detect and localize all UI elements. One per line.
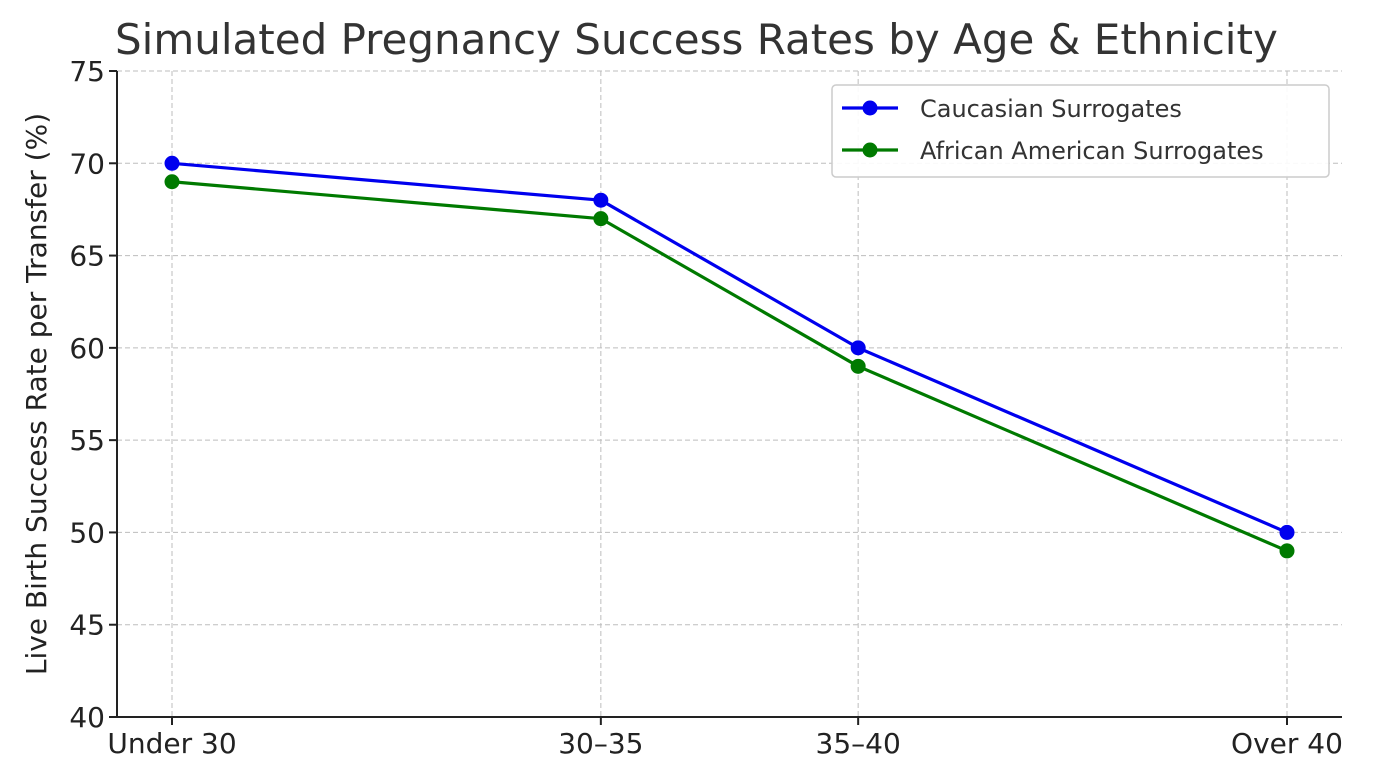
axes-layer bbox=[116, 71, 1342, 718]
series-layer bbox=[164, 155, 1295, 559]
series-2-point bbox=[593, 211, 609, 227]
x-tick-label: Under 30 bbox=[107, 727, 236, 760]
y-tick-label: 65 bbox=[69, 240, 105, 273]
x-tick-label: 35–40 bbox=[816, 727, 901, 760]
y-tick-label: 40 bbox=[69, 701, 105, 734]
grid-layer bbox=[117, 70, 1342, 718]
x-tick-label: 30–35 bbox=[558, 727, 643, 760]
series-1-point bbox=[164, 155, 180, 171]
x-tick-label: Over 40 bbox=[1231, 727, 1343, 760]
legend-swatch-marker-2 bbox=[862, 142, 878, 158]
y-tick-label: 60 bbox=[69, 332, 105, 365]
series-1-point bbox=[593, 192, 609, 208]
series-2-point bbox=[164, 174, 180, 190]
y-tick-label: 50 bbox=[69, 516, 105, 549]
legend-label-2: African American Surrogates bbox=[920, 137, 1264, 165]
series-1-point bbox=[850, 340, 866, 356]
legend-label-1: Caucasian Surrogates bbox=[920, 95, 1182, 123]
y-tick-label: 75 bbox=[69, 55, 105, 88]
y-tick-label: 55 bbox=[69, 424, 105, 457]
y-tick-label: 45 bbox=[69, 609, 105, 642]
series-2-point bbox=[1279, 543, 1295, 559]
chart-title: Simulated Pregnancy Success Rates by Age… bbox=[115, 15, 1278, 64]
legend-swatch-marker-1 bbox=[862, 100, 878, 116]
series-line-2 bbox=[171, 180, 1288, 553]
legend-box bbox=[831, 84, 1330, 178]
series-2-point bbox=[850, 358, 866, 374]
y-axis-label: Live Birth Success Rate per Transfer (%) bbox=[20, 113, 53, 675]
series-1-point bbox=[1279, 524, 1295, 540]
series-line-1 bbox=[171, 161, 1288, 534]
legend: Caucasian Surrogates African American Sur… bbox=[831, 84, 1330, 178]
y-tick-label: 70 bbox=[69, 147, 105, 180]
ticks-layer: 40 45 50 55 60 65 70 75 Under 30 30–35 35–40 Over 4… bbox=[69, 55, 1343, 760]
